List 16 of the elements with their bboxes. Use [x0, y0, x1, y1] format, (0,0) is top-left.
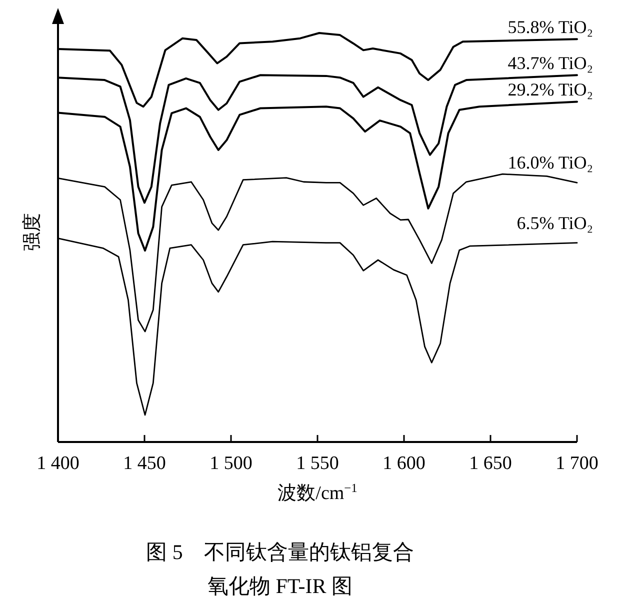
y-axis-title: 强度 — [21, 213, 43, 251]
series-label: 43.7% TiO₂ — [508, 53, 593, 74]
series-label: 55.8% TiO₂ — [508, 17, 593, 38]
text: 氧化物 FT-IR 图 — [207, 574, 353, 598]
x-axis-title: 波数/cm$^{−1}$ — [278, 481, 358, 504]
x-tick-label: 1 700 — [556, 453, 598, 474]
x-tick-label: 1 400 — [36, 453, 80, 474]
text: 图 5 不同钛含量的钛铝复合 — [146, 540, 414, 564]
series-label: 16.0% TiO₂ — [508, 152, 593, 173]
x-tick-label: 1 500 — [210, 453, 252, 474]
x-tick-label: 1 650 — [469, 453, 512, 474]
x-tick-label: 1 600 — [382, 453, 426, 474]
x-tick-label: 1 550 — [296, 453, 339, 474]
series-label: 29.2% TiO₂ — [508, 80, 593, 100]
x-tick-label: 1 450 — [123, 453, 166, 474]
series-label: 6.5% TiO₂ — [516, 212, 593, 233]
